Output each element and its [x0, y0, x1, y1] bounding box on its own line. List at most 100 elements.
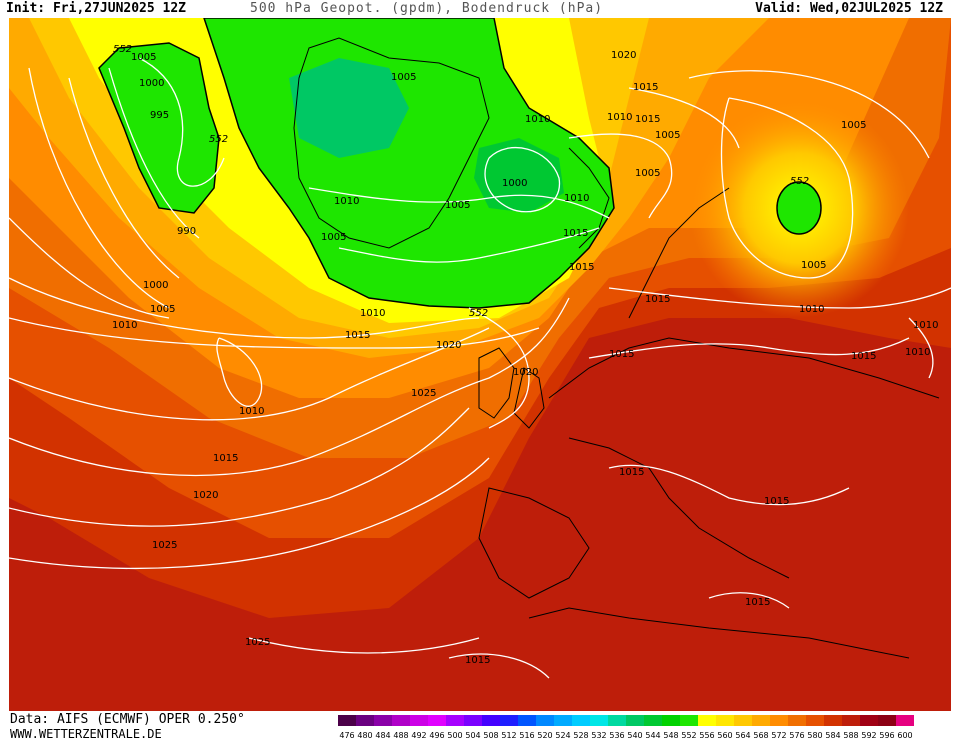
geopotential-low-east: [776, 181, 822, 235]
isobar-label: 1010: [905, 347, 930, 358]
isobar-label: 1015: [745, 597, 770, 608]
isobar-label: 1005: [131, 52, 156, 63]
legend-swatch: [644, 715, 662, 726]
isobar-label: 1015: [633, 82, 658, 93]
legend-label: 564: [735, 731, 750, 740]
legend-label: 480: [357, 731, 372, 740]
isobar-label: 1010: [913, 320, 938, 331]
geopotential-core: [289, 58, 409, 158]
legend-swatch: [464, 715, 482, 726]
isobar-label: 1015: [213, 453, 238, 464]
isobar-label: 1010: [112, 320, 137, 331]
legend-swatch: [734, 715, 752, 726]
legend-swatch: [590, 715, 608, 726]
isobar-label: 1005: [655, 130, 680, 141]
isobar-label: 1025: [152, 540, 177, 551]
geopotential-core-2: [474, 138, 564, 213]
isobar-label: 1015: [465, 655, 490, 666]
isobar-label: 1015: [645, 294, 670, 305]
legend-label: 552: [681, 731, 696, 740]
isobar-label: 1010: [360, 308, 385, 319]
legend-label: 596: [879, 731, 894, 740]
legend-label: 500: [447, 731, 462, 740]
legend-swatch: [410, 715, 428, 726]
init-time: Init: Fri,27JUN2025 12Z: [6, 1, 187, 16]
isobar-label: 1015: [635, 114, 660, 125]
isobar-label: 995: [150, 110, 169, 121]
legend-label: 576: [789, 731, 804, 740]
isobar-label: 1005: [445, 200, 470, 211]
weather-map: 552 552 552 552 1005 1000 995 990 1000 1…: [9, 18, 951, 711]
legend-label: 584: [825, 731, 840, 740]
legend-swatch: [572, 715, 590, 726]
legend-label: 504: [465, 731, 480, 740]
legend-label: 600: [897, 731, 912, 740]
map-title: 500 hPa Geopot. (gpdm), Bodendruck (hPa): [250, 1, 604, 16]
legend-label: 528: [573, 731, 588, 740]
data-source: Data: AIFS (ECMWF) OPER 0.250°: [10, 712, 245, 727]
legend-swatch: [878, 715, 896, 726]
isobar-label: 1005: [391, 72, 416, 83]
isobar-label: 1005: [801, 260, 826, 271]
isobar-label: 1015: [851, 351, 876, 362]
legend-swatch: [824, 715, 842, 726]
isobar-label: 1010: [564, 193, 589, 204]
isobar-label: 1005: [321, 232, 346, 243]
legend-swatch: [356, 715, 374, 726]
footer-bar: Data: AIFS (ECMWF) OPER 0.250° WWW.WETTE…: [0, 711, 959, 741]
legend-label: 488: [393, 731, 408, 740]
header-bar: Init: Fri,27JUN2025 12Z 500 hPa Geopot. …: [0, 0, 959, 18]
legend-swatch: [662, 715, 680, 726]
legend-label: 540: [627, 731, 642, 740]
geopot-label: 552: [790, 176, 809, 187]
isobar-label: 1015: [619, 467, 644, 478]
legend-label: 560: [717, 731, 732, 740]
legend-label: 508: [483, 731, 498, 740]
legend-label: 548: [663, 731, 678, 740]
geopotential-labels: 552 552 552 552: [113, 44, 809, 319]
geopot-label: 552: [209, 134, 228, 145]
website: WWW.WETTERZENTRALE.DE: [10, 727, 162, 741]
legend-label: 532: [591, 731, 606, 740]
legend-swatch: [500, 715, 518, 726]
legend-label: 572: [771, 731, 786, 740]
legend-swatch: [842, 715, 860, 726]
isobar-label: 990: [177, 226, 196, 237]
isobar-label: 1015: [569, 262, 594, 273]
legend-swatch: [554, 715, 572, 726]
isobar-label: 1000: [143, 280, 168, 291]
legend-swatch: [770, 715, 788, 726]
legend-label: 580: [807, 731, 822, 740]
geopot-label: 552: [469, 308, 488, 319]
isobar-label: 1005: [841, 120, 866, 131]
valid-time: Valid: Wed,02JUL2025 12Z: [755, 1, 943, 16]
legend-label: 536: [609, 731, 624, 740]
isobar-label: 1010: [334, 196, 359, 207]
isobar-label: 1025: [411, 388, 436, 399]
isobar-label: 1020: [611, 50, 636, 61]
geopot-label: 552: [113, 44, 132, 55]
legend-label: 556: [699, 731, 714, 740]
legend-swatch: [752, 715, 770, 726]
isobar-label: 1000: [139, 78, 164, 89]
isobar-label: 1020: [193, 490, 218, 501]
isobar-label: 1005: [635, 168, 660, 179]
isobar-label: 1015: [764, 496, 789, 507]
color-legend: 476 480 484 488 492 496 500 504 508 512 516 520 524 5…: [338, 715, 914, 740]
isobar-label: 1010: [239, 406, 264, 417]
legend-label: 520: [537, 731, 552, 740]
legend-swatch: [374, 715, 392, 726]
legend-label: 492: [411, 731, 426, 740]
isobar-label: 1015: [345, 330, 370, 341]
legend-swatch: [536, 715, 554, 726]
legend-label: 568: [753, 731, 768, 740]
legend-label: 512: [501, 731, 516, 740]
legend-swatch: [698, 715, 716, 726]
legend-swatch: [788, 715, 806, 726]
legend-label: 476: [339, 731, 354, 740]
coastlines: [293, 37, 940, 659]
legend-swatch: [716, 715, 734, 726]
isobar-label: 1020: [436, 340, 461, 351]
isobar-label: 1020: [513, 367, 538, 378]
legend-label: 496: [429, 731, 444, 740]
